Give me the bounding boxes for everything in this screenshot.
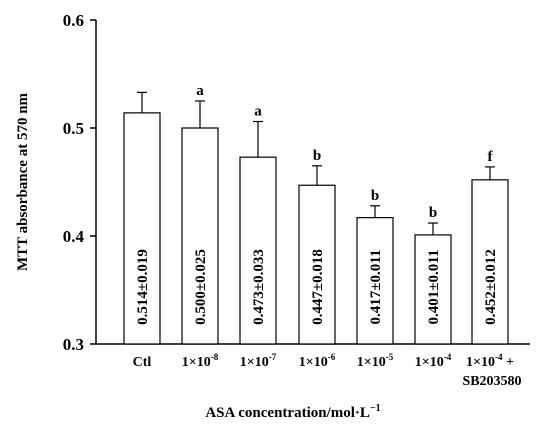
bar-value-label: 0.500±0.025 [193, 249, 209, 325]
bar-value-label: 0.452±0.012 [483, 249, 499, 325]
significance-label: a [196, 83, 204, 99]
bar [356, 217, 394, 345]
category-label: Ctl [133, 355, 152, 370]
significance-label: b [429, 205, 437, 221]
bar [298, 184, 336, 345]
labels: 0.514±0.019 Ctl a 0.500±0.025 1×10-8 a 0.473±0… [133, 83, 522, 389]
bar [239, 156, 277, 345]
category-label: 1×10-4 + [466, 352, 514, 370]
bar [471, 179, 509, 345]
significance-label: f [488, 149, 494, 165]
y-tick-label: 0.6 [63, 11, 84, 30]
bar [181, 127, 219, 345]
category-label-line2: SB203580 [462, 374, 521, 389]
category-label: 1×10-5 [357, 352, 394, 370]
y-tick-label: 0.4 [63, 227, 85, 246]
category-label: 1×10-6 [299, 352, 336, 370]
y-axis-title: MTT absorbance at 570 nm [15, 92, 31, 271]
y-tick-label: 0.5 [63, 119, 84, 138]
bar-value-label: 0.417±0.011 [368, 250, 384, 325]
category-label: 1×10-8 [182, 352, 219, 370]
bars [123, 91, 509, 345]
bar-value-label: 0.514±0.019 [135, 249, 151, 325]
significance-label: b [371, 188, 379, 204]
category-label: 1×10-7 [240, 352, 277, 370]
axes: 0.3 0.4 0.5 0.6 MTT absorbance at 570 nm ASA … [15, 11, 530, 421]
significance-label: a [254, 104, 262, 120]
bar [414, 234, 452, 345]
bar-value-label: 0.401±0.011 [426, 250, 442, 325]
x-axis-title: ASA concentration/mol·L−1 [205, 403, 380, 421]
bar-value-label: 0.447±0.018 [310, 249, 326, 325]
category-label: 1×10-4 [415, 352, 452, 370]
y-tick-label: 0.3 [63, 335, 84, 354]
significance-label: b [313, 148, 321, 164]
bar-value-label: 0.473±0.033 [251, 249, 267, 325]
